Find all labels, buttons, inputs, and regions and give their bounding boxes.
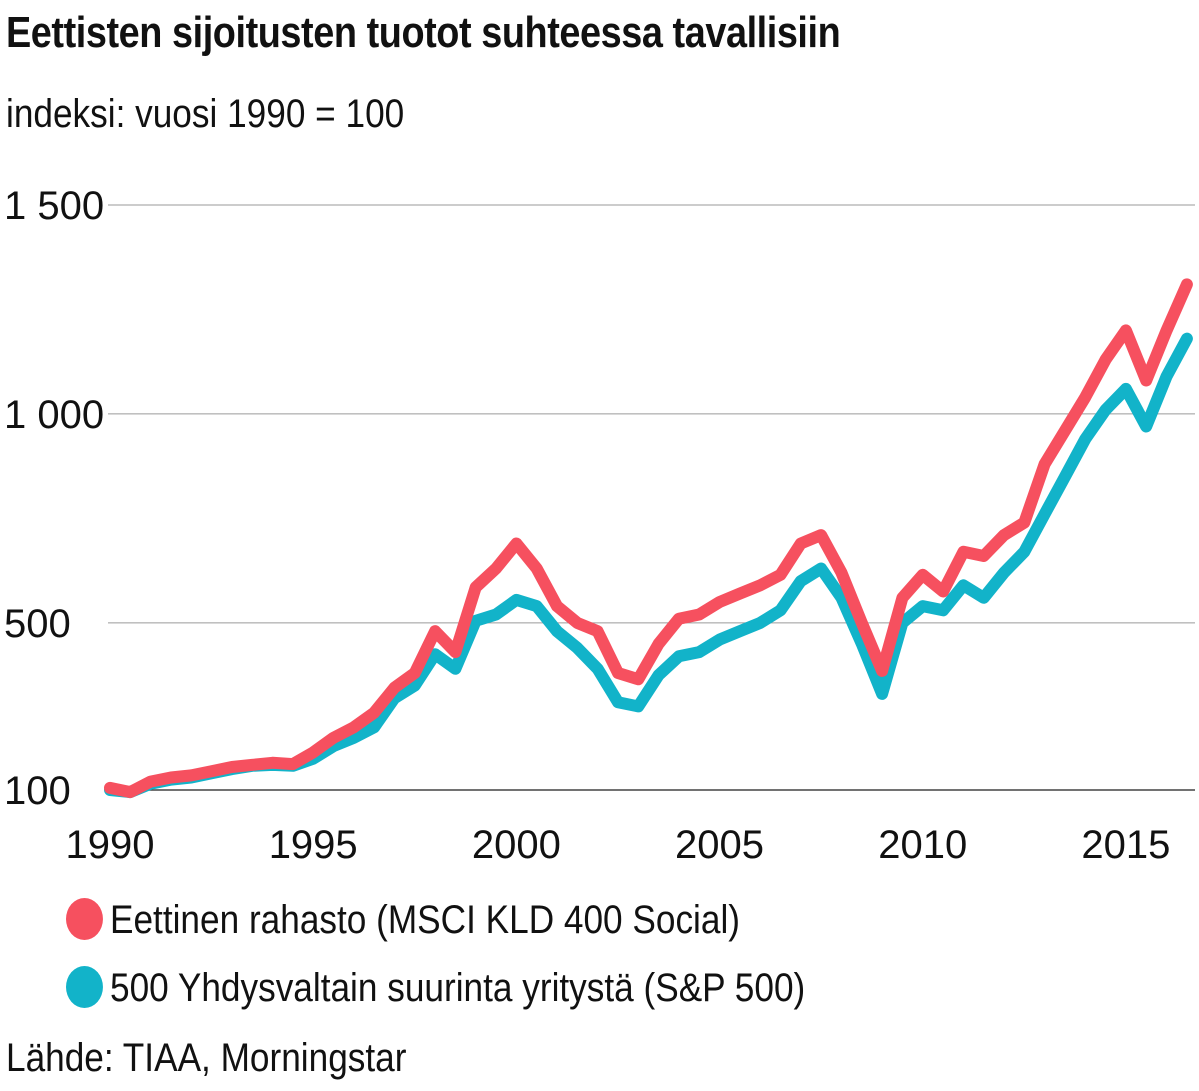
legend-label-sp500: 500 Yhdysvaltain suurinta yritystä (S&P …	[110, 966, 806, 1010]
y-tick-label: 1 000	[4, 393, 104, 437]
y-tick-label: 100	[4, 769, 71, 813]
series-line-sp500	[104, 332, 1193, 799]
legend-swatch-ethical-fund	[66, 898, 103, 940]
y-tick-label: 500	[4, 602, 71, 646]
x-tick-label: 2000	[472, 823, 561, 867]
x-tick-label: 2015	[1081, 823, 1170, 867]
x-tick-label: 1995	[269, 823, 358, 867]
x-tick-label: 1990	[66, 823, 155, 867]
legend-swatch-sp500	[66, 966, 103, 1008]
legend-item-ethical-fund: Eettinen rahasto (MSCI KLD 400 Social)	[66, 898, 740, 943]
series-line-ethical-fund	[104, 278, 1193, 799]
line-chart: 100 500 1 000 1 500 1990 1995 2000 2005 2010 2015	[4, 184, 1195, 867]
chart-subtitle: indeksi: vuosi 1990 = 100	[6, 92, 405, 136]
x-tick-label: 2005	[675, 823, 764, 867]
chart-title: Eettisten sijoitusten tuotot suhteessa t…	[6, 8, 841, 57]
legend-item-sp500: 500 Yhdysvaltain suurinta yritystä (S&P …	[66, 966, 805, 1011]
x-tick-label: 2010	[878, 823, 967, 867]
y-tick-label: 1 500	[4, 184, 104, 228]
legend-label-ethical-fund: Eettinen rahasto (MSCI KLD 400 Social)	[110, 898, 740, 942]
source-note: Lähde: TIAA, Morningstar	[6, 1036, 407, 1080]
